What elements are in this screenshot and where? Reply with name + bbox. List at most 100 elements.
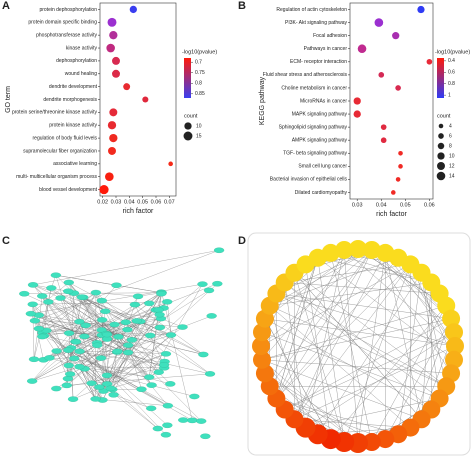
y-tick-label: phosphotransferase activity <box>36 32 97 38</box>
node <box>65 371 75 376</box>
node <box>162 423 172 428</box>
node <box>97 317 107 322</box>
panel-d-frame <box>248 233 470 455</box>
node <box>198 352 208 357</box>
node <box>335 241 353 259</box>
node <box>200 434 210 439</box>
node <box>102 332 112 337</box>
dot <box>378 72 384 78</box>
node <box>26 311 36 316</box>
node <box>109 392 119 397</box>
node <box>156 291 166 296</box>
node <box>79 334 89 339</box>
node <box>29 357 39 362</box>
node <box>197 282 207 287</box>
colorbar-tick-label: 0.7 <box>195 60 202 66</box>
y-tick-label: regulation of body fluid levels <box>33 135 98 141</box>
node <box>96 355 106 360</box>
size-legend-dot <box>437 152 444 159</box>
dot <box>375 18 384 27</box>
y-tick-label: Small cell lung cancer <box>298 164 347 170</box>
y-tick-label: wound healing <box>65 71 97 77</box>
node <box>75 349 85 354</box>
size-legend-dot <box>438 133 444 139</box>
node <box>64 331 74 336</box>
dot <box>130 6 137 13</box>
y-tick-label: Bacterial invasion of epithelial cells <box>270 177 348 183</box>
node <box>114 334 124 339</box>
y-tick-label: Focal adhesion <box>313 33 347 39</box>
y-tick-label: associative learning <box>53 161 97 167</box>
panel-label: A <box>2 0 10 12</box>
colorbar-title: -log10(pvalue) <box>182 49 217 55</box>
y-tick-label: Sphingolipid signaling pathway <box>279 124 348 130</box>
node <box>102 373 112 378</box>
node <box>43 299 53 304</box>
x-tick-label: 0.06 <box>151 199 162 205</box>
y-tick-label: ECM- receptor interaction <box>290 59 347 65</box>
node <box>77 295 87 300</box>
x-tick-label: 0.03 <box>111 199 122 205</box>
node <box>145 333 155 338</box>
dot <box>358 44 367 53</box>
size-legend-label: 12 <box>449 163 455 169</box>
colorbar <box>437 58 444 98</box>
y-tick-label: protein serine/threonine kinase activity <box>12 110 98 116</box>
node <box>123 350 133 355</box>
node <box>92 343 102 348</box>
node <box>91 290 101 295</box>
size-legend-dot <box>437 162 445 170</box>
edge <box>33 250 219 285</box>
node <box>69 356 79 361</box>
node <box>130 302 140 307</box>
node <box>122 327 132 332</box>
node <box>155 325 165 330</box>
y-tick-label: AMPK signaling pathway <box>292 138 348 144</box>
panel-label: D <box>238 235 246 247</box>
node <box>178 324 188 329</box>
size-legend-dot <box>438 143 445 150</box>
node <box>144 375 154 380</box>
node <box>123 343 133 348</box>
network-c <box>19 248 224 439</box>
node <box>51 273 61 278</box>
colorbar-tick-label: 0.8 <box>448 81 455 87</box>
x-tick-label: 0.06 <box>424 202 435 208</box>
node <box>154 307 164 312</box>
node <box>19 291 29 296</box>
x-tick-label: 0.04 <box>124 199 135 205</box>
dot <box>123 83 130 90</box>
y-tick-label: protein domain specific binding <box>28 20 97 26</box>
node <box>30 318 40 323</box>
node <box>27 378 37 383</box>
node <box>63 348 73 353</box>
y-tick-label: MicroRNAs in cancer <box>300 98 347 104</box>
x-tick-label: 0.07 <box>164 199 175 205</box>
node <box>109 322 119 327</box>
node <box>159 362 169 367</box>
dot <box>381 137 387 143</box>
y-tick-label: dephosphorylation <box>56 58 97 64</box>
node <box>63 376 73 381</box>
node <box>28 302 38 307</box>
colorbar-title: -log10(pvalue) <box>435 49 470 55</box>
node <box>34 326 44 331</box>
node <box>178 417 188 422</box>
dot <box>354 110 361 117</box>
colorbar-tick-label: 0.85 <box>195 91 205 97</box>
node <box>111 283 121 288</box>
dot <box>99 185 108 194</box>
node <box>132 318 142 323</box>
node <box>75 364 85 369</box>
node <box>137 387 147 392</box>
y-tick-label: Dilated cardiomyopathy <box>295 190 348 196</box>
node <box>147 383 157 388</box>
y-tick-label: blood vessel development <box>39 187 97 193</box>
node <box>52 348 62 353</box>
dot <box>112 57 120 65</box>
edge <box>35 250 219 320</box>
size-legend-title: count <box>437 113 451 119</box>
dot <box>168 162 173 167</box>
node <box>100 309 110 314</box>
